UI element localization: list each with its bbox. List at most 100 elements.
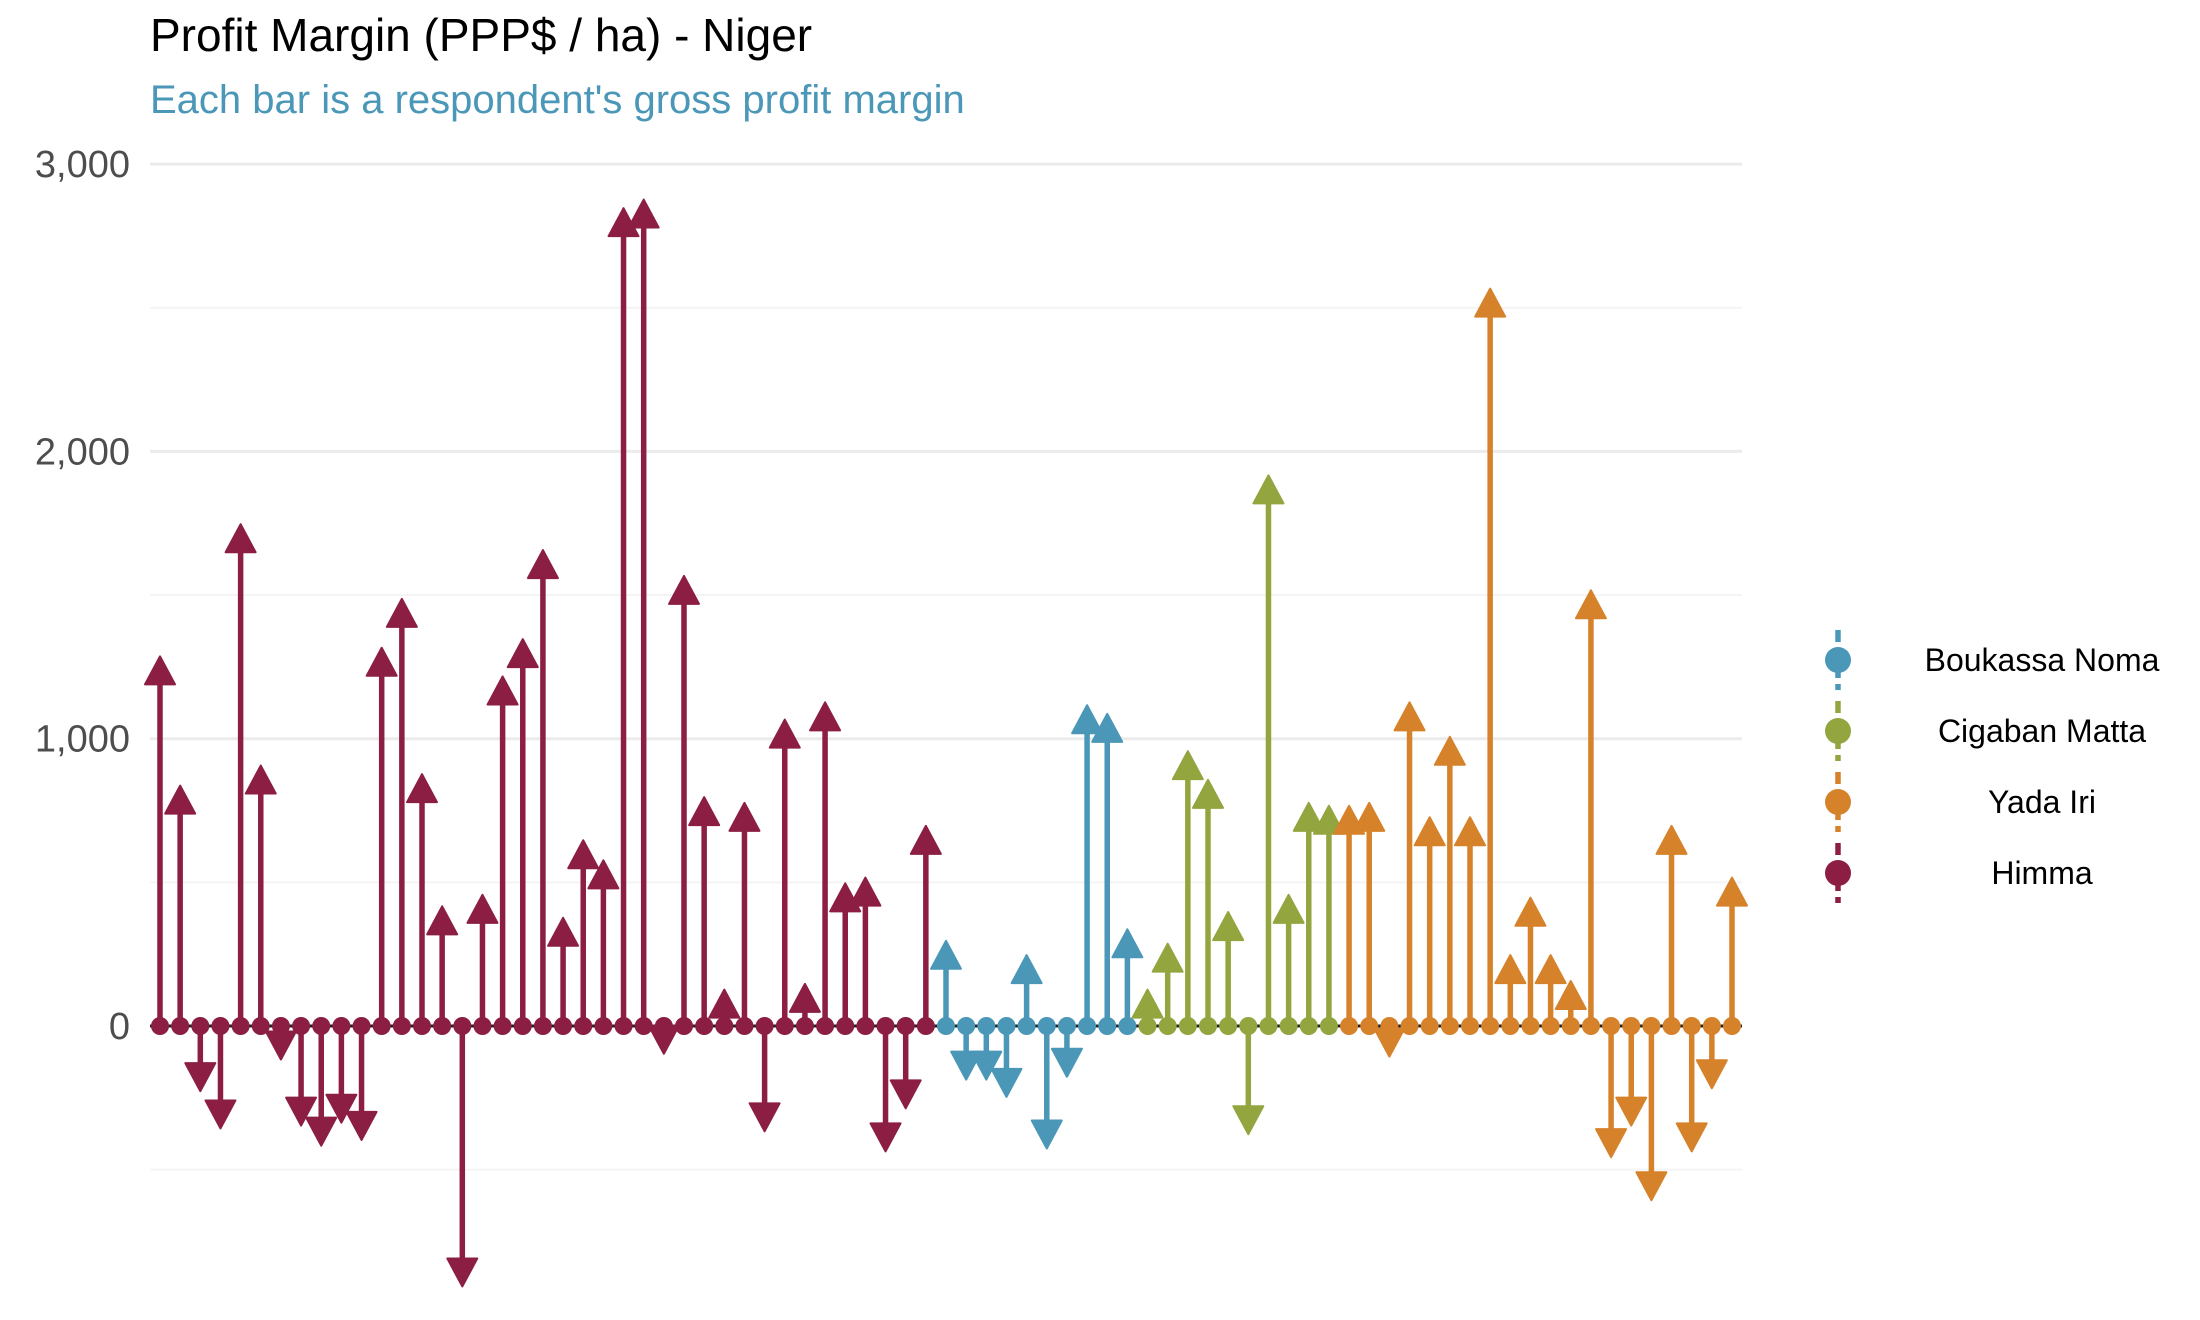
- bar-yada-iri: [1353, 801, 1386, 1035]
- up-arrow-head: [547, 916, 580, 947]
- legend-key-point: [1825, 789, 1851, 815]
- bar-himma: [607, 207, 640, 1035]
- down-arrow-head: [889, 1079, 922, 1110]
- up-arrow-head: [385, 597, 418, 628]
- up-arrow-head: [1111, 928, 1144, 959]
- bar-origin-point: [1178, 1017, 1197, 1035]
- bar-origin-point: [513, 1017, 532, 1035]
- bar-himma: [385, 597, 418, 1035]
- up-arrow-head: [1393, 701, 1426, 732]
- bar-cigaban-matta: [1151, 942, 1184, 1035]
- down-arrow-head: [1030, 1119, 1063, 1150]
- bar-himma: [526, 549, 559, 1035]
- bar-himma: [587, 859, 620, 1035]
- bar-himma: [788, 982, 821, 1035]
- bar-yada-iri: [1433, 735, 1466, 1035]
- bar-origin-point: [695, 1017, 714, 1035]
- bar-origin-point: [1299, 1017, 1318, 1035]
- bar-himma: [204, 1017, 237, 1130]
- up-arrow-head: [1433, 735, 1466, 766]
- legend-key-point: [1825, 860, 1851, 886]
- up-arrow-head: [708, 988, 741, 1019]
- bar-origin-point: [1541, 1017, 1560, 1035]
- bar-origin-point: [896, 1017, 915, 1035]
- up-arrow-head: [1454, 816, 1486, 847]
- bar-himma: [869, 1017, 902, 1153]
- bar-origin-point: [1642, 1017, 1661, 1035]
- down-arrow-head: [748, 1102, 781, 1133]
- bar-himma: [567, 839, 600, 1035]
- bar-cigaban-matta: [1312, 804, 1345, 1035]
- up-arrow-head: [1071, 704, 1104, 735]
- up-arrow-head: [1292, 801, 1325, 832]
- bar-yada-iri: [1695, 1017, 1728, 1090]
- down-arrow-head: [1615, 1096, 1648, 1127]
- bar-origin-point: [1098, 1017, 1117, 1035]
- bar-himma: [909, 824, 942, 1035]
- bar-origin-point: [634, 1017, 653, 1035]
- bar-origin-point: [473, 1017, 492, 1035]
- bar-cigaban-matta: [1131, 988, 1164, 1035]
- up-arrow-head: [244, 764, 277, 795]
- bar-origin-point: [1037, 1017, 1056, 1035]
- bar-origin-point: [231, 1017, 250, 1035]
- bar-origin-point: [151, 1017, 169, 1035]
- up-arrow-head: [1091, 712, 1124, 743]
- bar-yada-iri: [1615, 1017, 1648, 1127]
- bar-origin-point: [211, 1017, 230, 1035]
- down-arrow-head: [325, 1093, 358, 1124]
- bar-origin-point: [292, 1017, 311, 1035]
- bar-origin-point: [1239, 1017, 1258, 1035]
- bar-yada-iri: [1675, 1017, 1708, 1153]
- up-arrow-head: [486, 675, 519, 706]
- bar-himma: [809, 701, 842, 1035]
- y-tick-label: 3,000: [35, 144, 130, 186]
- bar-boukassa-noma: [1071, 704, 1104, 1035]
- up-arrow-head: [1655, 824, 1688, 855]
- bar-yada-iri: [1595, 1017, 1628, 1159]
- bar-yada-iri: [1494, 954, 1527, 1035]
- down-arrow-head: [204, 1099, 237, 1130]
- down-arrow-head: [1695, 1059, 1728, 1090]
- bar-himma: [768, 718, 801, 1035]
- bar-himma: [184, 1017, 217, 1093]
- bar-origin-point: [916, 1017, 935, 1035]
- bar-origin-point: [1199, 1017, 1217, 1035]
- bar-yada-iri: [1635, 1017, 1668, 1202]
- bar-himma: [426, 905, 459, 1035]
- bar-himma: [365, 646, 398, 1035]
- bar-himma: [748, 1017, 781, 1133]
- up-arrow-head: [1312, 804, 1345, 835]
- bar-origin-point: [1622, 1017, 1641, 1035]
- up-arrow-head: [1413, 816, 1446, 847]
- down-arrow-head: [1595, 1128, 1628, 1159]
- bar-origin-point: [251, 1017, 270, 1035]
- bar-origin-point: [1340, 1017, 1359, 1035]
- bar-origin-point: [755, 1017, 774, 1035]
- bar-cigaban-matta: [1252, 474, 1285, 1035]
- bar-yada-iri: [1413, 816, 1446, 1035]
- bar-origin-point: [856, 1017, 875, 1035]
- up-arrow-head: [1171, 750, 1204, 781]
- bar-himma: [406, 773, 438, 1035]
- bar-cigaban-matta: [1212, 911, 1245, 1035]
- bar-boukassa-noma: [1091, 712, 1124, 1035]
- bar-himma: [708, 988, 741, 1035]
- up-arrow-head: [809, 701, 842, 732]
- bar-origin-point: [1078, 1017, 1097, 1035]
- bar-himma: [446, 1017, 479, 1288]
- y-tick-label: 1,000: [35, 719, 130, 761]
- bar-origin-point: [1057, 1017, 1076, 1035]
- bar-himma: [889, 1017, 922, 1110]
- bar-origin-point: [1118, 1017, 1137, 1035]
- bar-origin-point: [1461, 1017, 1479, 1035]
- bar-himma: [668, 574, 700, 1035]
- legend-item: Cigaban Matta: [1825, 701, 2146, 761]
- bar-himma: [164, 784, 197, 1035]
- up-arrow-head: [1272, 893, 1305, 924]
- bar-yada-iri: [1534, 954, 1567, 1035]
- bar-origin-point: [332, 1017, 351, 1035]
- bar-origin-point: [735, 1017, 754, 1035]
- bar-origin-point: [594, 1017, 613, 1035]
- bar-boukassa-noma: [1010, 954, 1043, 1035]
